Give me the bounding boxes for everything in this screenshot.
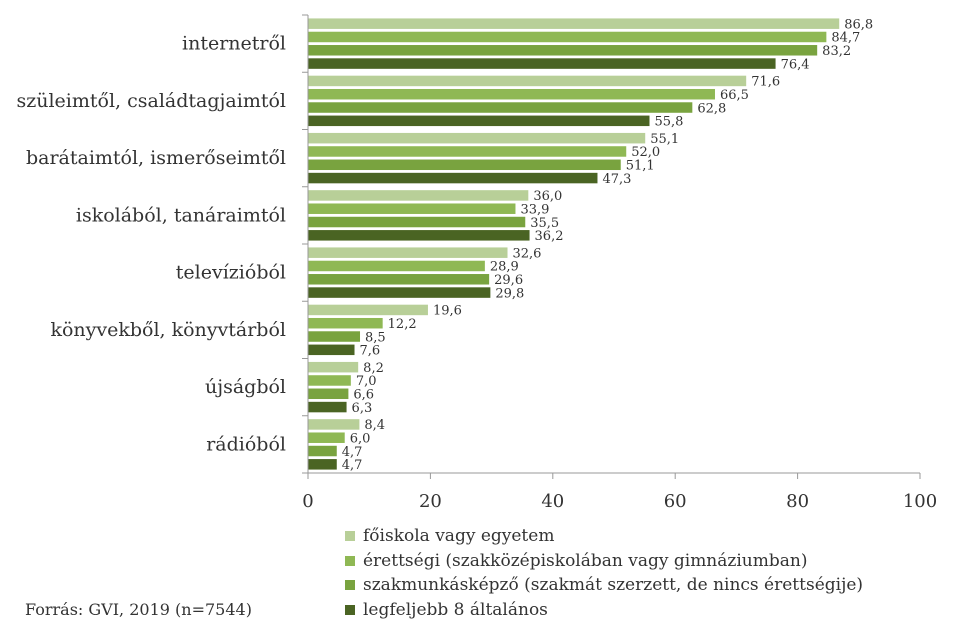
legend-item: főiskola vagy egyetem xyxy=(345,524,863,549)
bar xyxy=(308,445,337,457)
bar xyxy=(308,58,776,69)
x-tick-label: 40 xyxy=(541,491,564,512)
data-label: 84,7 xyxy=(831,31,860,46)
data-label: 6,0 xyxy=(350,431,371,446)
bar xyxy=(308,260,485,272)
data-label: 7,0 xyxy=(356,374,377,389)
data-label: 19,6 xyxy=(433,304,462,319)
legend: főiskola vagy egyetem érettségi (szakközé… xyxy=(345,524,863,622)
data-label: 47,3 xyxy=(602,172,631,187)
data-label: 4,7 xyxy=(342,458,363,473)
data-label: 8,2 xyxy=(363,361,384,376)
data-label: 86,8 xyxy=(844,17,873,32)
legend-swatch xyxy=(345,580,355,591)
bar xyxy=(308,115,650,127)
x-tick-label: 100 xyxy=(903,491,937,512)
bar xyxy=(308,375,351,386)
bar xyxy=(308,230,530,241)
data-label: 36,2 xyxy=(535,229,564,244)
data-label: 33,9 xyxy=(520,202,549,217)
source-note: Forrás: GVI, 2019 (n=7544) xyxy=(25,600,252,619)
bar xyxy=(308,31,827,43)
data-label: 29,6 xyxy=(494,273,523,288)
data-label: 52,0 xyxy=(631,145,660,160)
bar xyxy=(308,159,621,171)
data-label: 12,2 xyxy=(388,317,417,332)
bar xyxy=(308,75,747,87)
x-tick-label: 20 xyxy=(419,491,442,512)
data-label: 32,6 xyxy=(513,246,542,261)
data-label: 55,1 xyxy=(650,132,679,147)
bar xyxy=(308,419,360,430)
data-label: 36,0 xyxy=(533,189,562,204)
legend-swatch xyxy=(345,531,355,542)
bar xyxy=(308,146,627,157)
data-label: 62,8 xyxy=(697,101,726,116)
category-label: rádióból xyxy=(206,433,286,455)
bar xyxy=(308,287,491,298)
category-separators xyxy=(302,14,308,474)
legend-item: szakmunkásképző (szakmát szerzett, de ni… xyxy=(345,573,863,598)
legend-swatch xyxy=(345,555,355,566)
category-label: könyvekből, könyvtárból xyxy=(50,319,286,341)
data-label: 66,5 xyxy=(720,88,749,103)
x-tick-label: 0 xyxy=(302,491,313,512)
bar xyxy=(308,102,693,113)
data-label: 55,8 xyxy=(654,115,683,130)
bars xyxy=(308,18,840,470)
bar xyxy=(308,432,345,443)
value-labels: 86,884,783,2 76,471,666,562,8 55,8 55,152,0… xyxy=(342,17,873,473)
legend-label: szakmunkásképző (szakmát szerzett, de ni… xyxy=(363,575,864,595)
x-tick-label: 60 xyxy=(664,491,687,512)
bar xyxy=(308,274,490,285)
category-label: internetről xyxy=(182,33,286,55)
data-label: 8,5 xyxy=(365,330,386,345)
data-label: 29,8 xyxy=(495,286,524,301)
category-label: televízióból xyxy=(176,262,286,284)
bar xyxy=(308,401,347,413)
category-label: újságból xyxy=(205,376,286,398)
data-label: 8,4 xyxy=(364,418,385,433)
data-label: 51,1 xyxy=(626,159,655,174)
bar xyxy=(308,317,383,329)
bar xyxy=(308,304,428,316)
data-label: 4,7 xyxy=(342,445,363,460)
category-label: iskolából, tanáraimtól xyxy=(76,204,286,226)
bar xyxy=(308,172,598,184)
data-label: 28,9 xyxy=(490,260,519,275)
legend-item: legfeljebb 8 általános xyxy=(345,598,863,623)
legend-label: érettségi (szakközépiskolában vagy gimná… xyxy=(363,550,808,571)
data-label: 6,6 xyxy=(353,388,374,403)
x-axis: 0 20 40 60 80 100 xyxy=(302,15,937,512)
category-labels: internetről szüleimtől, családtagjaimtól b… xyxy=(16,33,286,456)
data-label: 71,6 xyxy=(751,75,780,90)
bar xyxy=(308,331,361,342)
data-label: 35,5 xyxy=(530,216,559,231)
data-label: 6,3 xyxy=(352,401,373,416)
legend-label: legfeljebb 8 általános xyxy=(363,599,548,620)
bar xyxy=(308,388,349,400)
bar xyxy=(308,361,359,373)
bar xyxy=(308,459,337,470)
bar xyxy=(308,344,355,356)
legend-swatch xyxy=(345,604,355,615)
category-label: barátaimtól, ismerőseimtől xyxy=(26,147,286,169)
data-label: 83,2 xyxy=(822,44,851,59)
bar xyxy=(308,247,508,258)
bar xyxy=(308,132,646,144)
bar xyxy=(308,216,526,228)
bar xyxy=(308,203,516,214)
bar xyxy=(308,45,818,56)
legend-item: érettségi (szakközépiskolában vagy gimná… xyxy=(345,549,863,574)
x-tick-label: 80 xyxy=(786,491,809,512)
data-label: 76,4 xyxy=(781,57,810,72)
category-label: szüleimtől, családtagjaimtól xyxy=(16,90,286,112)
data-label: 7,6 xyxy=(360,344,381,359)
bar xyxy=(308,88,715,100)
bar xyxy=(308,190,529,201)
legend-label: főiskola vagy egyetem xyxy=(363,526,555,546)
bar xyxy=(308,18,840,29)
